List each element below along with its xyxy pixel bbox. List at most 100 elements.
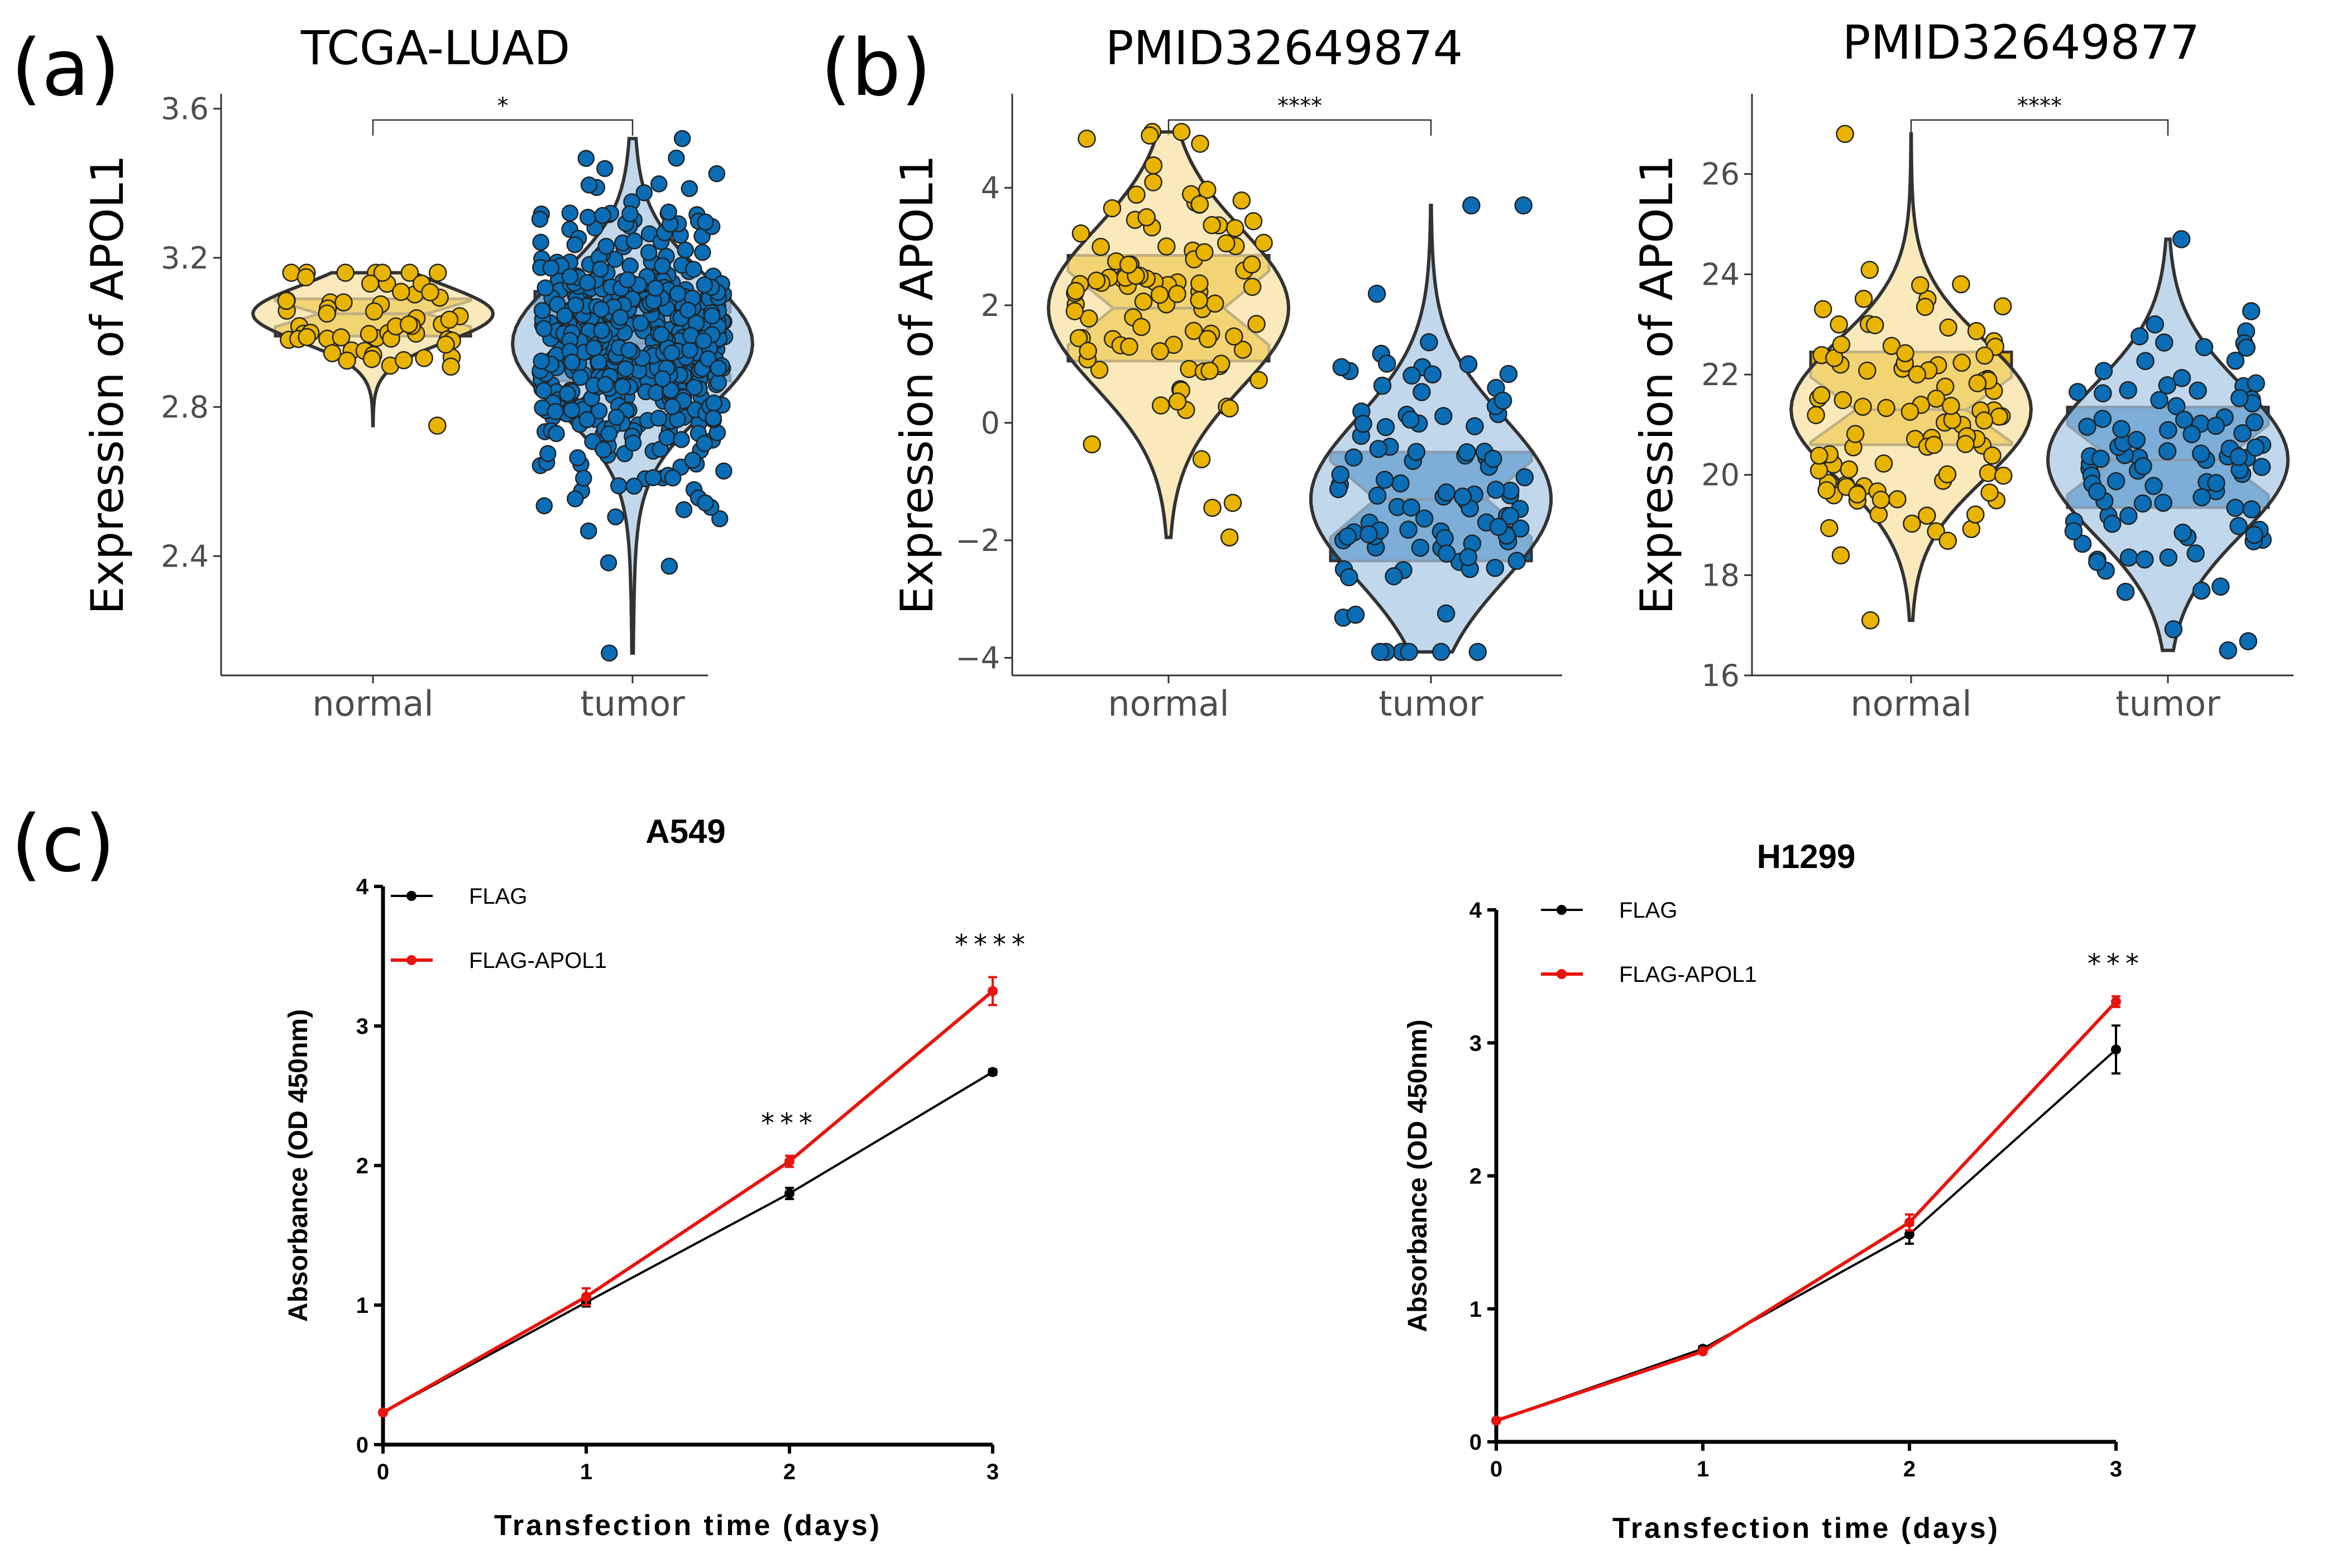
series-line-flag-apol1 (382, 990, 994, 1414)
significance-label: **** (2017, 93, 2062, 119)
data-point (1698, 1346, 1708, 1356)
data-point (663, 398, 681, 415)
data-point (2078, 418, 2096, 436)
data-point (1151, 342, 1170, 361)
data-point (1832, 335, 1851, 354)
x-tick-label: 2 (1903, 1457, 1916, 1481)
data-point (362, 349, 381, 368)
data-point (1375, 471, 1394, 489)
data-point (2172, 369, 2191, 387)
legend-label: FLAG (1619, 898, 1677, 923)
data-point (1462, 196, 1481, 215)
data-point (1807, 406, 1825, 424)
data-point (2229, 448, 2248, 466)
y-tick-label: 3 (1469, 1031, 1482, 1056)
data-point (2127, 430, 2146, 449)
data-point (2186, 544, 2205, 563)
x-category-label: normal (1850, 683, 1971, 724)
data-point (1071, 224, 1090, 243)
y-tick-label: 3 (356, 1014, 368, 1039)
data-point (592, 260, 609, 278)
y-tick-label: 2 (981, 288, 1000, 323)
data-point (1836, 124, 1854, 143)
data-point (1195, 243, 1214, 262)
y-tick-label: 2 (1469, 1164, 1482, 1189)
data-point (2252, 458, 2271, 476)
data-point (2242, 500, 2261, 519)
data-point (2088, 482, 2107, 501)
data-point (619, 271, 636, 289)
data-point (2191, 444, 2210, 463)
y-tick-label: 0 (356, 1433, 368, 1457)
series-line-flag (1496, 1048, 2117, 1422)
data-point (2233, 424, 2252, 443)
data-point (1810, 446, 1828, 465)
data-point (694, 243, 711, 261)
data-point (2226, 351, 2245, 370)
y-tick-label: 20 (1701, 458, 1740, 493)
data-point (561, 204, 579, 222)
data-point (644, 469, 662, 486)
data-point (988, 1067, 998, 1077)
data-point (2136, 550, 2154, 569)
legend-label: FLAG-APOL1 (469, 948, 607, 973)
data-point (1141, 126, 1159, 145)
data-point (1190, 274, 1209, 292)
data-point (705, 394, 722, 412)
data-point (710, 374, 727, 391)
data-point (611, 309, 629, 326)
data-point (1368, 486, 1387, 505)
data-point (1501, 507, 1520, 525)
data-point (2245, 525, 2263, 544)
x-tick-label: 3 (987, 1460, 999, 1484)
data-point (1198, 180, 1217, 199)
significance-bracket (1167, 119, 1432, 136)
data-point (437, 335, 455, 354)
y-tick-label: 16 (1701, 658, 1740, 693)
data-point (635, 184, 653, 202)
data-point (1486, 559, 1505, 577)
data-point (2211, 577, 2230, 596)
data-point (1079, 342, 1097, 360)
violin-chart-pmid32649877: PMID32649877 16 18 20 22 24 26 Expression of AP… (1631, 15, 2294, 724)
data-point (590, 402, 608, 420)
data-point (1190, 195, 1209, 214)
chart-title: PMID32649874 (1105, 21, 1463, 75)
data-point (1069, 329, 1088, 348)
data-point (1376, 418, 1395, 437)
data-point (580, 522, 597, 540)
data-point (684, 452, 702, 469)
data-point (597, 376, 614, 394)
data-point (620, 342, 638, 359)
data-point (1232, 191, 1251, 210)
data-point (710, 359, 727, 377)
data-point (1813, 300, 1832, 319)
data-point (1874, 454, 1893, 473)
data-point (2192, 488, 2211, 507)
data-point (1371, 642, 1390, 661)
data-point (2172, 230, 2191, 248)
data-point (323, 344, 342, 362)
data-point (1244, 212, 1263, 231)
data-point (2119, 381, 2137, 400)
x-tick-label: 1 (1697, 1457, 1709, 1481)
series-line-flag-apol1 (1496, 1000, 2118, 1422)
data-point (1385, 567, 1403, 586)
data-point (1956, 435, 1975, 453)
data-point (597, 237, 615, 255)
data-point (1911, 276, 1930, 295)
x-category-label: tumor (580, 683, 685, 724)
data-point (1820, 519, 1839, 538)
data-point (1453, 487, 1472, 506)
y-axis-label: Expression of APOL1 (1631, 155, 1683, 615)
data-point (1399, 520, 1418, 539)
data-point (708, 165, 726, 183)
data-point (563, 401, 581, 419)
data-point (415, 349, 433, 367)
data-point (1936, 377, 1955, 396)
data-point (1459, 355, 1478, 373)
data-point (2237, 338, 2256, 357)
data-point (1916, 298, 1935, 317)
data-point (596, 160, 614, 178)
data-point (1192, 450, 1211, 468)
